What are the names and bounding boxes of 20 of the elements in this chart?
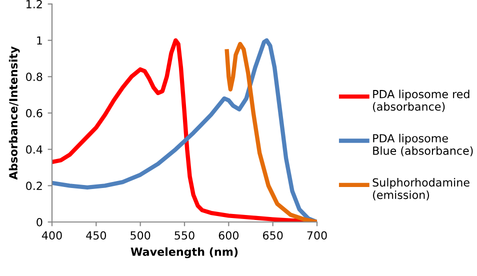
x-axis-title: Wavelength (nm) — [130, 247, 238, 258]
x-tick-label: 700 — [307, 231, 327, 240]
x-tick-label: 550 — [174, 231, 194, 240]
y-tick-label: 1.2 — [26, 0, 42, 8]
y-tick-label: 0.4 — [26, 145, 42, 154]
x-tick-label: 500 — [130, 231, 150, 240]
x-tick-label: 400 — [42, 231, 62, 240]
x-tick-label: 450 — [86, 231, 106, 240]
y-axis-title: Absorbance/Intensity — [8, 46, 20, 180]
y-tick-label: 0.8 — [26, 72, 42, 82]
legend-label: PDA liposome Blue (absorbance) — [373, 134, 473, 156]
y-tick-label: 0.2 — [26, 182, 42, 190]
legend-label: PDA liposome red (absorbance) — [373, 90, 470, 112]
y-tick-label: 1 — [37, 36, 42, 45]
line-series — [224, 42, 317, 222]
legend-label: Sulphorhodamine (emission) — [372, 178, 470, 200]
y-tick-label: 0 — [36, 218, 42, 226]
x-tick-label: 650 — [263, 231, 283, 240]
x-tick-label: 600 — [218, 231, 239, 240]
y-tick-label: 0.6 — [26, 108, 42, 118]
